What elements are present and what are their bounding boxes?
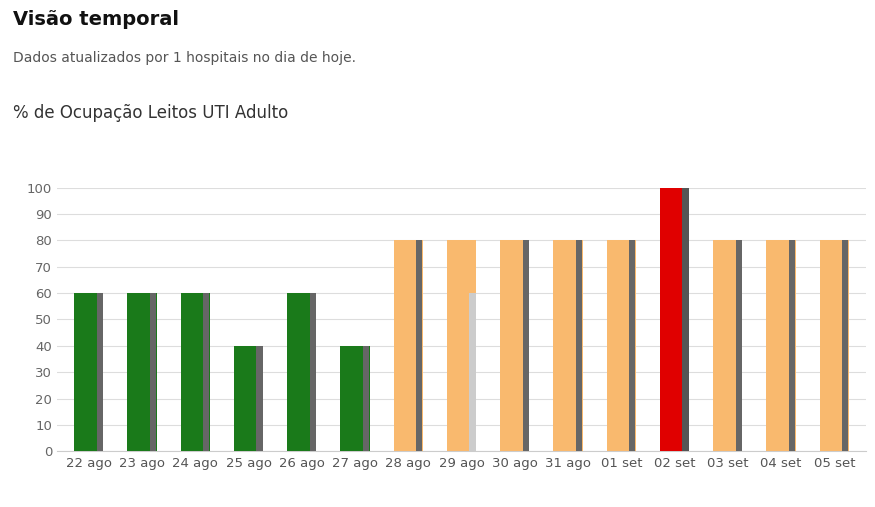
Bar [660, 188, 690, 451]
Bar [394, 240, 423, 451]
Bar [74, 293, 103, 451]
Bar [553, 240, 583, 451]
Bar [713, 240, 743, 451]
Bar [363, 346, 369, 451]
Bar [842, 240, 849, 451]
Bar [128, 293, 157, 451]
Bar [310, 293, 316, 451]
Bar [416, 240, 423, 451]
Bar [150, 293, 156, 451]
Bar [340, 346, 370, 451]
Bar [766, 240, 795, 451]
Bar [576, 240, 582, 451]
Bar [606, 240, 636, 451]
Bar [736, 240, 742, 451]
Bar [788, 240, 795, 451]
Bar [203, 293, 209, 451]
Bar [682, 188, 689, 451]
Bar [820, 240, 849, 451]
Bar [234, 346, 263, 451]
Bar [500, 240, 529, 451]
Text: % de Ocupação Leitos UTI Adulto: % de Ocupação Leitos UTI Adulto [13, 104, 289, 122]
Bar [469, 293, 476, 451]
Text: Visão temporal: Visão temporal [13, 10, 179, 29]
Bar [629, 240, 635, 451]
Bar [522, 240, 528, 451]
Bar [256, 346, 262, 451]
Bar [447, 240, 476, 451]
Bar [180, 293, 210, 451]
Text: Dados atualizados por 1 hospitais no dia de hoje.: Dados atualizados por 1 hospitais no dia… [13, 51, 356, 65]
Bar [287, 293, 317, 451]
Bar [96, 293, 103, 451]
